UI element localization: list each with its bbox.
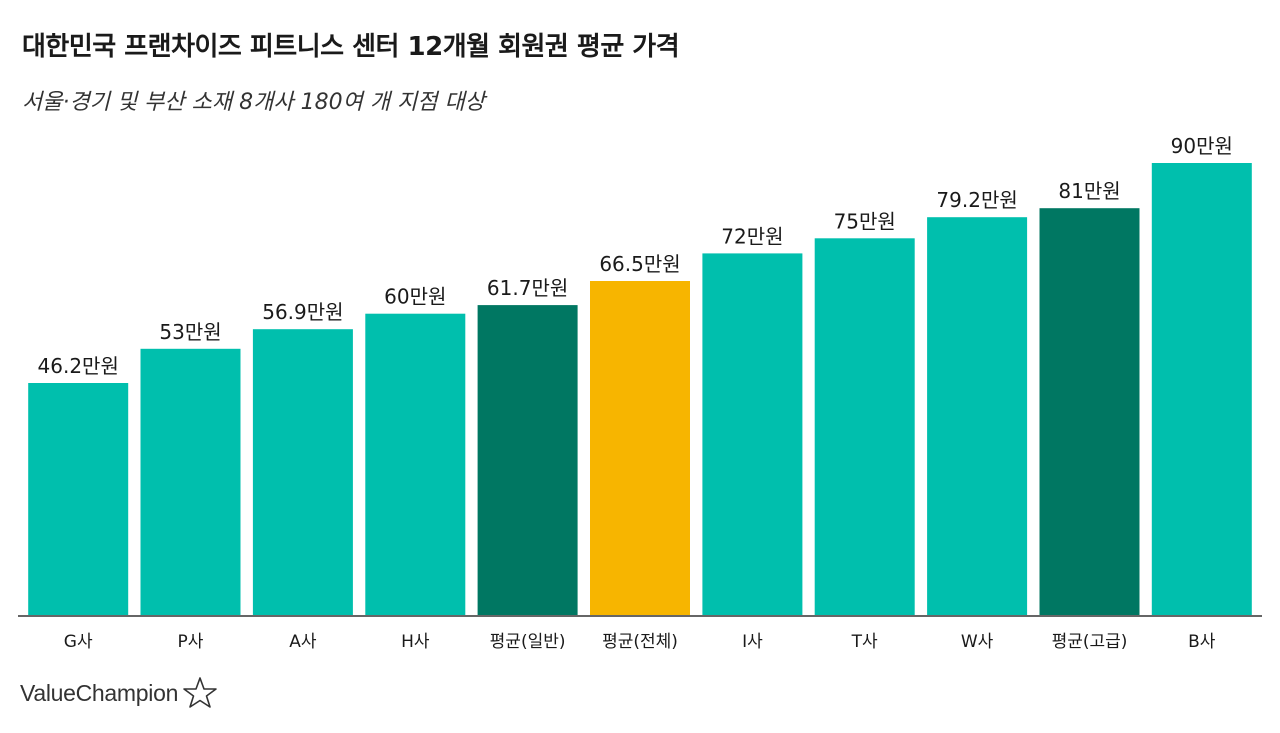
- data-label: 56.9만원: [262, 300, 343, 324]
- data-label: 90만원: [1171, 134, 1233, 158]
- data-label: 66.5만원: [599, 252, 680, 276]
- bar: [814, 238, 915, 616]
- bar: [1151, 163, 1252, 615]
- x-tick-label: 평균(고급): [1052, 632, 1128, 652]
- data-label: 61.7만원: [487, 276, 568, 300]
- bar: [702, 253, 803, 615]
- data-label: 53만원: [159, 320, 221, 344]
- x-tick-label: A사: [289, 632, 317, 652]
- x-tick-label: 평균(일반): [490, 632, 566, 652]
- x-tick-label: T사: [851, 632, 878, 652]
- x-tick-label: P사: [178, 632, 204, 652]
- x-tick-label: 평균(전체): [602, 632, 678, 652]
- chart-subtitle: 서울·경기 및 부산 소재 8개사 180여 개 지점 대상: [22, 90, 486, 115]
- bar: [477, 305, 578, 615]
- brand-logo: ValueChampion: [20, 676, 218, 710]
- data-label: 81만원: [1058, 179, 1120, 203]
- data-label: 79.2만원: [936, 188, 1017, 212]
- data-label: 72만원: [721, 224, 783, 248]
- x-tick-label: I사: [742, 632, 763, 652]
- bar: [365, 313, 466, 615]
- bar: [252, 329, 353, 615]
- brand-name: ValueChampion: [20, 679, 179, 706]
- bar: [927, 217, 1028, 615]
- x-tick-label: W사: [961, 632, 994, 652]
- x-tick-label: B사: [1188, 632, 1216, 652]
- star-outline-icon: [183, 677, 217, 708]
- bar: [590, 281, 690, 615]
- x-tick-label: H사: [401, 632, 430, 652]
- bar: [1039, 208, 1140, 615]
- x-tick-label: G사: [64, 632, 93, 652]
- data-label: 60만원: [384, 285, 446, 309]
- data-label: 46.2만원: [38, 354, 119, 378]
- data-label: 75만원: [834, 209, 896, 233]
- chart-title: 대한민국 프랜차이즈 피트니스 센터 12개월 회원권 평균 가격: [22, 32, 680, 62]
- bar: [140, 348, 241, 615]
- bar: [28, 383, 129, 615]
